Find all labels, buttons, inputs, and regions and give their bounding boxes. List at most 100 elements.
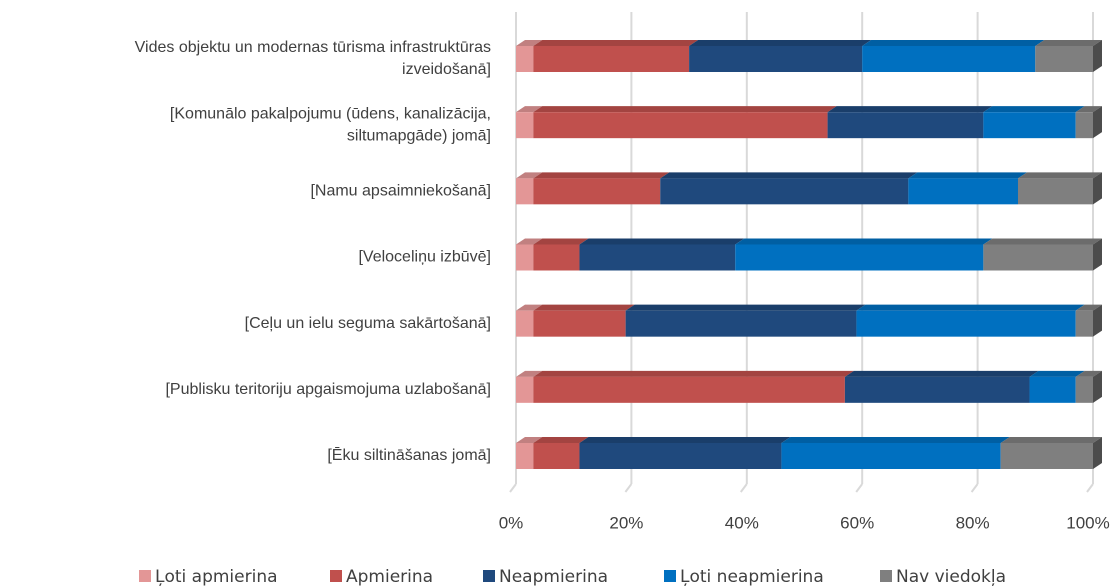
x-tick-label: 60%: [840, 513, 874, 532]
bar: [1017, 178, 1093, 205]
bar-side: [1093, 40, 1102, 72]
bar: [1075, 112, 1093, 139]
bar-top: [533, 40, 699, 46]
grid-floor: [855, 483, 864, 493]
bar-top: [516, 304, 543, 311]
y-tick-label: [Publisku teritoriju apgaismojuma uzlabo…: [165, 381, 491, 398]
bar-top: [516, 40, 543, 46]
bar-top: [1000, 437, 1102, 443]
bar: [516, 46, 534, 72]
bar-top: [579, 238, 745, 245]
bar-top: [579, 437, 791, 443]
y-tick-label: Vides objektu un modernas tūrisma infras…: [135, 39, 491, 56]
bar: [781, 443, 1001, 469]
bar: [516, 310, 534, 337]
bar: [689, 46, 863, 72]
legend-swatch: [880, 570, 892, 582]
bar: [1000, 443, 1093, 469]
bar: [533, 310, 626, 337]
bar: [533, 376, 845, 403]
bar-top: [516, 238, 543, 245]
bar: [1075, 376, 1093, 403]
bar-top: [1035, 40, 1102, 46]
bar: [827, 112, 984, 139]
bar: [579, 244, 736, 271]
bar: [533, 178, 661, 205]
y-tick-label: [Ēku siltināšanas jomā]: [327, 446, 491, 464]
bar-top: [516, 172, 543, 179]
bar: [625, 310, 857, 337]
bar-top: [1029, 370, 1085, 377]
bar-top: [908, 172, 1027, 179]
bar: [516, 244, 534, 271]
bar-top: [827, 106, 993, 113]
bar-top: [1017, 172, 1102, 179]
legend-swatch: [139, 570, 151, 582]
bar-top: [862, 40, 1045, 46]
bar-top: [625, 304, 866, 311]
bar: [856, 310, 1076, 337]
legend-label: Ļoti apmierina: [155, 567, 278, 587]
grid-floor: [739, 483, 748, 493]
bar-top: [1075, 370, 1102, 377]
bar-top: [516, 437, 543, 443]
bar: [579, 443, 782, 469]
x-tick-label: 40%: [725, 513, 759, 532]
legend-swatch: [483, 570, 495, 582]
legend-label: Ļoti neapmierina: [680, 567, 824, 587]
bar: [660, 178, 909, 205]
bar: [862, 46, 1036, 72]
bar: [516, 112, 534, 139]
y-tick-label: izveidošanā]: [402, 61, 491, 78]
bar-side: [1093, 370, 1102, 403]
bar-top: [781, 437, 1010, 443]
bar-top: [660, 172, 918, 179]
bar: [533, 443, 580, 469]
bar: [908, 178, 1018, 205]
bar: [1029, 376, 1076, 403]
bar: [516, 443, 534, 469]
grid-floor: [624, 483, 633, 493]
bar-top: [533, 106, 837, 113]
bar-top: [533, 172, 670, 179]
bar-top: [983, 238, 1102, 245]
x-tick-label: 100%: [1066, 513, 1109, 532]
bar-side: [1093, 304, 1102, 337]
bar-side: [1093, 437, 1102, 469]
bar: [983, 244, 1093, 271]
y-tick-label: [Veloceliņu izbūvē]: [358, 249, 491, 266]
bar-top: [735, 238, 993, 245]
legend-swatch: [330, 570, 342, 582]
bar: [533, 244, 580, 271]
bar-top: [533, 238, 589, 245]
legend-label: Apmierina: [346, 567, 433, 587]
legend-label: Nav viedokļa: [896, 567, 1006, 587]
legend-label: Neapmierina: [499, 567, 608, 587]
bar-top: [533, 370, 854, 377]
y-tick-label: [Ceļu un ielu seguma sakārtošanā]: [245, 315, 491, 332]
x-tick-label: 80%: [956, 513, 990, 532]
bar-top: [1075, 106, 1102, 113]
bar-top: [844, 370, 1039, 377]
grid-floor: [1086, 483, 1094, 493]
bar: [516, 178, 534, 205]
bar-side: [1093, 106, 1102, 139]
grid-floor: [970, 483, 979, 493]
bar: [1075, 310, 1093, 337]
bar-side: [1093, 238, 1102, 271]
legend-swatch: [664, 570, 676, 582]
x-tick-label: 20%: [609, 513, 643, 532]
bar-top: [983, 106, 1085, 113]
bar: [983, 112, 1076, 139]
bar-top: [516, 106, 543, 113]
bar-top: [689, 40, 872, 46]
bar-top: [533, 437, 589, 443]
y-tick-label: siltumapgāde) jomā]: [347, 127, 491, 144]
bar-top: [1075, 304, 1102, 311]
bar-top: [533, 304, 635, 311]
bar-side: [1093, 172, 1102, 205]
y-tick-label: [Namu apsaimniekošanā]: [310, 183, 491, 200]
x-tick-label: 0%: [499, 513, 524, 532]
y-tick-label: [Komunālo pakalpojumu (ūdens, kanalizāci…: [170, 105, 491, 122]
